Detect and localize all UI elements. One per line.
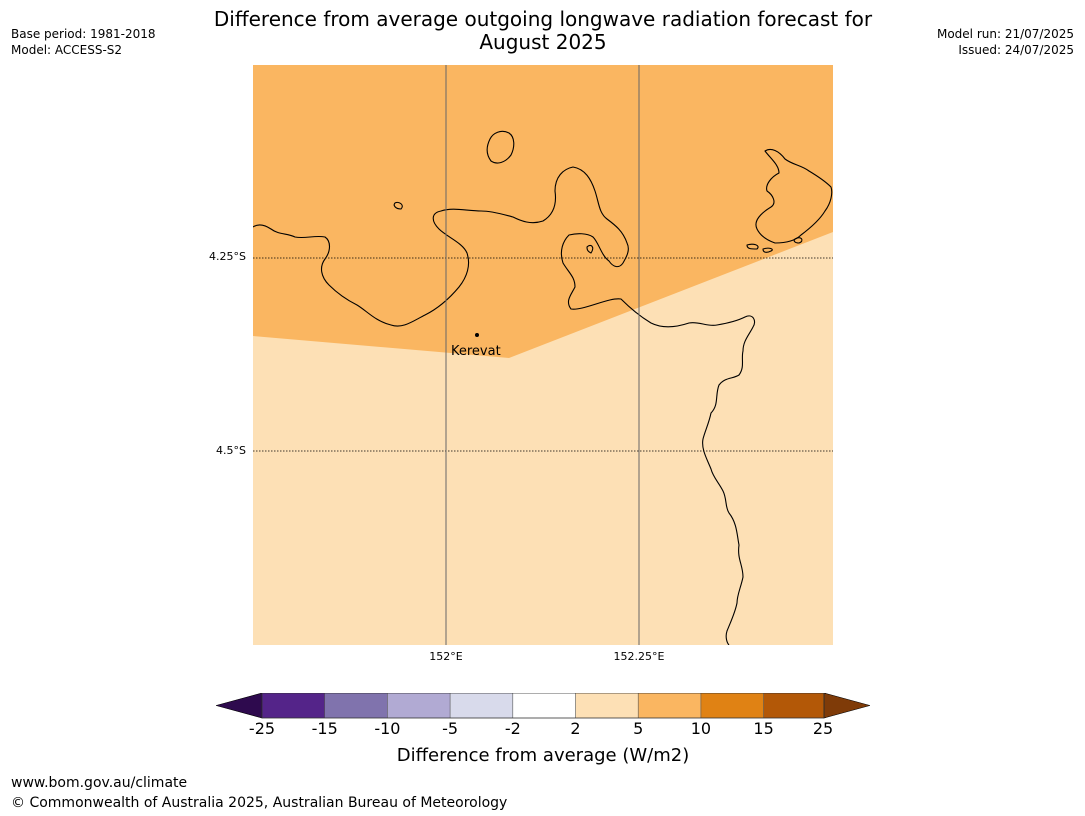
colorbar-tick: -5 [442, 719, 459, 738]
kerevat-marker [475, 333, 479, 337]
colorbar-tick: 5 [633, 719, 644, 738]
colorbar-tick: 2 [570, 719, 581, 738]
issue-info: Model run: 21/07/2025 Issued: 24/07/2025 [937, 26, 1074, 58]
colorbar-segment-7 [638, 693, 701, 718]
colorbar-segment-5 [512, 693, 576, 718]
website-link[interactable]: www.bom.gov.au/climate [11, 775, 188, 791]
model-info: Base period: 1981-2018 Model: ACCESS-S2 [11, 26, 156, 58]
colorbar-tick: -2 [504, 719, 521, 738]
map-title: Difference from average outgoing longwav… [193, 8, 893, 54]
colorbar-tick: 25 [812, 719, 834, 738]
lat-label-4-25s: 4.25°S [209, 250, 246, 263]
colorbar-tick: -10 [374, 719, 401, 738]
latitude-gridlines [253, 257, 833, 452]
title-line-1: Difference from average outgoing longwav… [213, 7, 873, 31]
colorbar-segment-1 [262, 693, 325, 718]
colorbar-tick: 10 [690, 719, 712, 738]
colorbar-segment-8 [700, 693, 764, 718]
colorbar-segment-6 [575, 693, 639, 718]
colorbar [216, 693, 870, 719]
coastline [253, 130, 833, 645]
colorbar-extend-low [216, 693, 263, 719]
colorbar-segment-3 [387, 693, 451, 718]
longitude-gridlines [445, 65, 640, 645]
colorbar-segment-2 [324, 693, 388, 718]
model-text: Model: ACCESS-S2 [11, 43, 123, 57]
copyright-text: © Commonwealth of Australia 2025, Austra… [11, 795, 508, 811]
lon-label-152-25e: 152.25°E [613, 650, 665, 663]
colorbar-label: Difference from average (W/m2) [396, 745, 690, 766]
title-line-2: August 2025 [479, 30, 607, 54]
colorbar-dividers [324, 693, 764, 718]
lat-label-4-5s: 4.5°S [216, 444, 246, 457]
colorbar-outline [261, 693, 825, 719]
colorbar-segment-4 [450, 693, 513, 718]
model-run-text: Model run: 21/07/2025 [936, 27, 1074, 41]
colorbar-tick: -15 [311, 719, 338, 738]
colorbar-tick: 15 [753, 719, 774, 738]
kerevat-label: Kerevat [451, 344, 501, 359]
forecast-map: Kerevat [253, 65, 833, 645]
lon-label-152e: 152°E [429, 650, 463, 663]
colorbar-tick: -25 [248, 719, 276, 738]
colorbar-segment-9 [763, 693, 826, 718]
colorbar-extend-high [823, 693, 870, 719]
base-period-text: Base period: 1981-2018 [11, 27, 156, 41]
upper-anomaly-region [253, 65, 833, 358]
issued-text: Issued: 24/07/2025 [958, 43, 1074, 57]
